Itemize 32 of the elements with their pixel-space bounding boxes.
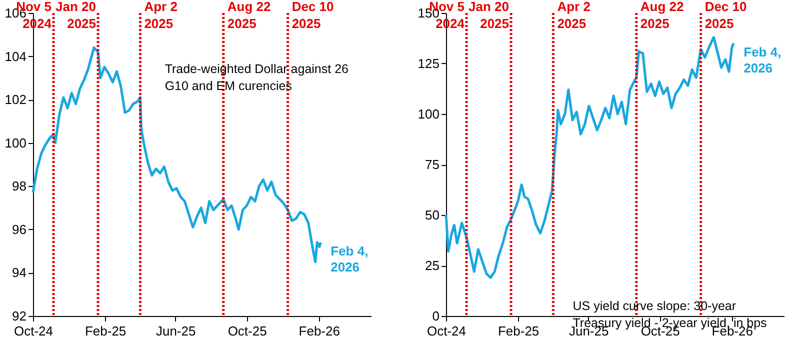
ref-line-label: Apr 2 2025	[557, 0, 590, 31]
annotation: Feb 4, 2026	[330, 243, 368, 274]
annotation: Feb 4, 2026	[744, 44, 782, 76]
ref-line-label: Aug 22 2025	[227, 0, 271, 31]
y-tick-label: 0	[432, 308, 440, 324]
ref-line-label: Apr 2 2025	[144, 0, 178, 31]
y-tick-label: 104	[4, 48, 26, 64]
y-tick-label: 100	[4, 135, 26, 150]
x-tick-label: Oct-24	[426, 324, 466, 338]
x-tick-label: Jun-25	[156, 324, 196, 338]
y-tick-label: 102	[4, 92, 26, 108]
ref-line-label: Dec 10 2025	[704, 0, 747, 31]
ref-line-label: Jan 20 2025	[468, 0, 510, 31]
y-tick-label: 100	[418, 106, 440, 122]
y-tick-label: 75	[425, 157, 440, 172]
y-tick-label: 98	[12, 178, 26, 194]
ref-line-label: Dec 10 2025	[292, 0, 334, 31]
x-tick-label: Oct-24	[14, 324, 54, 338]
line-series	[444, 36, 735, 279]
y-tick-label: 96	[12, 222, 26, 237]
y-tick-label: 125	[418, 56, 440, 71]
y-tick-label: 94	[12, 265, 26, 280]
y-tick-label: 92	[12, 308, 26, 324]
x-tick-label: Feb-25	[498, 324, 540, 338]
x-tick-label: Feb-26	[298, 324, 340, 338]
ref-line-label: Aug 22 2025	[640, 0, 684, 31]
annotation: Trade-weighted Dollar against 26 G10 and EM curencies	[164, 62, 349, 93]
ref-line-label: Jan 20 2025	[56, 0, 96, 31]
x-tick-label: Oct-25	[228, 324, 267, 338]
y-tick-label: 50	[425, 208, 440, 222]
x-tick-label: Feb-25	[84, 324, 126, 338]
y-tick-label: 25	[425, 258, 440, 273]
